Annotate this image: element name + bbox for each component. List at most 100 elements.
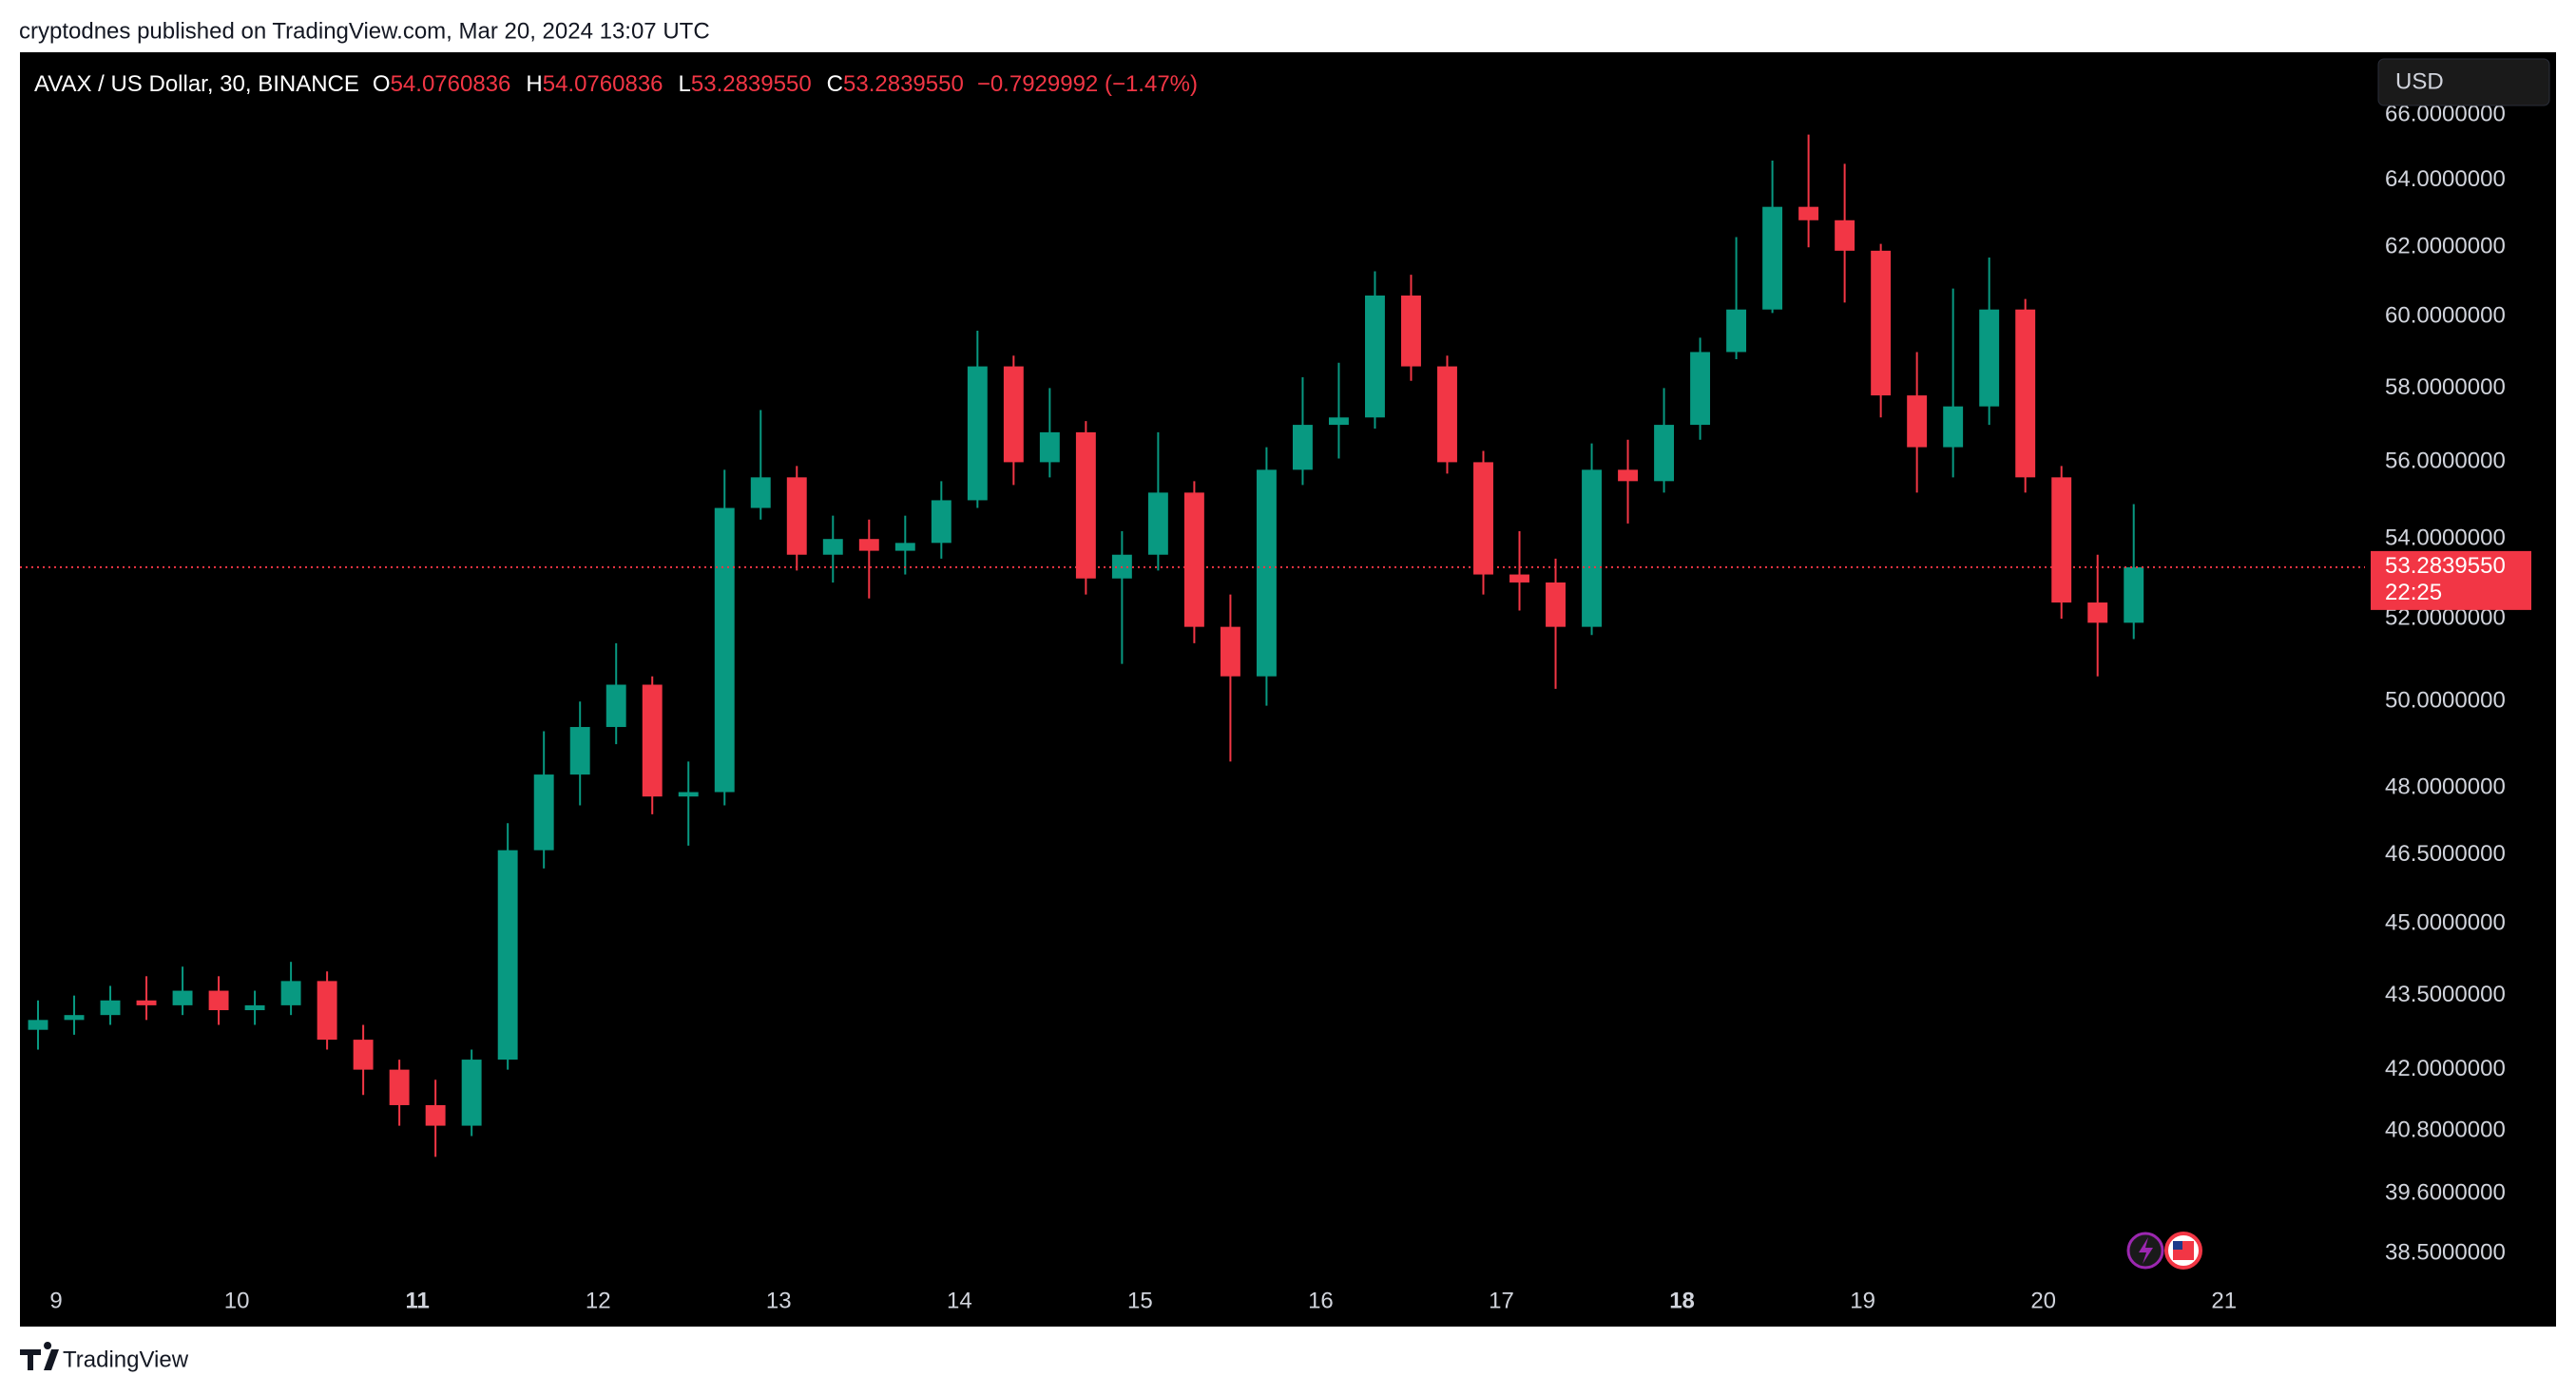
- ohlc-value: 54.0760836: [391, 71, 511, 97]
- published-note: cryptodnes published on TradingView.com,…: [19, 18, 710, 44]
- ohlc-key: L: [679, 71, 691, 97]
- y-tick-label: 50.0000000: [2385, 688, 2506, 714]
- x-tick-label: 21: [2211, 1288, 2237, 1313]
- candle-body: [208, 990, 229, 1011]
- x-tick-label: 14: [947, 1288, 972, 1313]
- candle-body: [1039, 431, 1060, 463]
- axes: 38.5000000 39.6000000 40.8000000 42.0000000…: [20, 102, 2531, 1313]
- candle-body: [280, 981, 301, 1005]
- candle-body: [750, 477, 771, 508]
- y-tick-label: 38.5000000: [2385, 1239, 2506, 1265]
- candle-body: [353, 1040, 374, 1070]
- candle-body: [425, 1104, 446, 1126]
- x-tick-label: 15: [1127, 1288, 1153, 1313]
- candle-body: [858, 539, 879, 551]
- candle-body: [1256, 469, 1277, 677]
- flag-canton: [2173, 1241, 2182, 1250]
- candle-body: [2087, 602, 2108, 623]
- candle-body: [1183, 492, 1204, 627]
- candle-body: [100, 1000, 121, 1016]
- symbol-name: AVAX / US Dollar, 30, BINANCE: [34, 71, 359, 97]
- candle-body: [389, 1069, 410, 1105]
- candle-body: [533, 774, 554, 850]
- candle-body: [1907, 395, 1928, 448]
- candle-body: [931, 500, 952, 544]
- lightning-icon: [2139, 1237, 2153, 1264]
- candle-body: [461, 1060, 482, 1126]
- currency-label[interactable]: USD: [2395, 68, 2444, 94]
- y-tick-label: 64.0000000: [2385, 166, 2506, 192]
- x-tick-label: 11: [405, 1288, 429, 1313]
- candle-body: [1979, 309, 2000, 407]
- candle-body: [1835, 220, 1855, 251]
- candle-body: [569, 727, 590, 775]
- candle-body: [642, 684, 663, 797]
- candle-body: [678, 792, 699, 797]
- candle-body: [2051, 477, 2072, 603]
- candle-body: [1003, 366, 1024, 463]
- candle-body: [1147, 492, 1168, 555]
- candle-body: [1473, 462, 1493, 575]
- candle-body: [172, 990, 193, 1005]
- candle-body: [1943, 406, 1964, 448]
- ohlc-value: 53.2839550: [691, 71, 812, 97]
- candle-body: [1618, 469, 1639, 482]
- candle-body: [606, 684, 626, 728]
- candle-body: [894, 543, 915, 551]
- candle-body: [497, 850, 518, 1061]
- currency-button[interactable]: [2377, 58, 2550, 106]
- x-tick-label: 12: [586, 1288, 611, 1313]
- y-tick-label: 62.0000000: [2385, 234, 2506, 259]
- candle-body: [1292, 425, 1313, 470]
- y-tick-label: 40.8000000: [2385, 1117, 2506, 1142]
- x-tick-label: 13: [766, 1288, 792, 1313]
- y-tick-label: 58.0000000: [2385, 374, 2506, 400]
- x-tick-label: 19: [1850, 1288, 1875, 1313]
- candle-body: [1328, 417, 1349, 426]
- candle-body: [1075, 431, 1096, 579]
- candle-body: [1582, 469, 1602, 627]
- x-tick-label: 9: [49, 1288, 62, 1313]
- change-value: −0.7929992 (−1.47%): [977, 71, 1198, 97]
- x-tick-label: 10: [224, 1288, 250, 1313]
- ohlc-value: 54.0760836: [543, 71, 663, 97]
- candle-body: [1871, 250, 1892, 396]
- countdown: 22:25: [2385, 580, 2442, 605]
- candle-body: [1546, 582, 1566, 627]
- candle-body: [1365, 295, 1385, 418]
- candle-body: [1762, 206, 1783, 310]
- brand-name: TradingView: [63, 1347, 189, 1372]
- candle-body: [714, 507, 735, 793]
- y-tick-label: 56.0000000: [2385, 449, 2506, 474]
- candle-body: [822, 539, 843, 555]
- x-tick-label: 17: [1489, 1288, 1514, 1313]
- chart-panel: [20, 52, 2556, 1327]
- y-tick-label: 39.6000000: [2385, 1180, 2506, 1206]
- candle-body: [1437, 366, 1457, 463]
- candle-body: [1220, 626, 1240, 677]
- candle-body: [28, 1020, 48, 1030]
- y-tick-label: 46.5000000: [2385, 841, 2506, 867]
- candle-body: [2124, 566, 2144, 623]
- ohlc-key: O: [373, 71, 391, 97]
- candle-body: [786, 477, 807, 555]
- last-price-box: [2371, 550, 2531, 610]
- candle-body: [1401, 295, 1421, 367]
- y-tick-label: 45.0000000: [2385, 910, 2506, 936]
- plot-area: [28, 134, 2144, 1157]
- candle-body: [967, 366, 988, 501]
- ohlc-key: H: [526, 71, 542, 97]
- candle-body: [136, 1000, 157, 1005]
- y-tick-label: 54.0000000: [2385, 526, 2506, 551]
- x-tick-label: 18: [1669, 1288, 1695, 1313]
- candle-body: [1509, 574, 1529, 583]
- last-price-label: 53.2839550: [2385, 553, 2506, 579]
- candle-body: [1654, 425, 1675, 482]
- candle-body: [1726, 309, 1747, 353]
- ohlc-key: C: [827, 71, 843, 97]
- x-tick-label: 16: [1308, 1288, 1334, 1313]
- candle-body: [1798, 206, 1819, 220]
- y-tick-label: 60.0000000: [2385, 302, 2506, 328]
